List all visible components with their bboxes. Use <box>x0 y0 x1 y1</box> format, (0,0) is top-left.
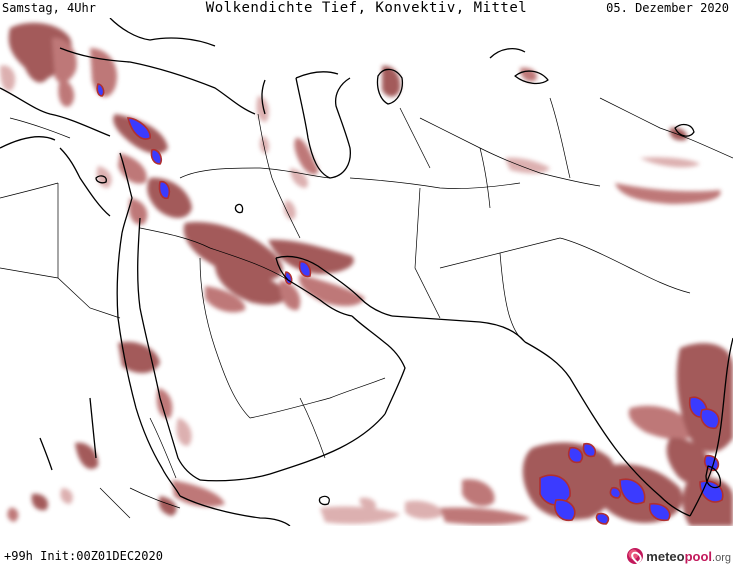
meteopool-logo[interactable]: meteopool.org <box>627 546 731 566</box>
country-borders <box>0 97 733 519</box>
meteopool-logo-text: meteopool.org <box>646 548 731 564</box>
map-title: Wolkendichte Tief, Konvektiv, Mittel <box>205 0 528 16</box>
cloud-layer <box>0 22 733 526</box>
meteopool-logo-icon <box>627 548 644 564</box>
forecast-date-label: 05. Dezember 2020 <box>606 1 729 15</box>
coastlines <box>0 18 733 526</box>
forecast-time-label: Samstag, 4Uhr <box>2 1 96 15</box>
init-time-label: +99h Init:00Z01DEC2020 <box>4 549 163 563</box>
convective-cores <box>96 83 724 525</box>
cloud-density-map <box>0 18 733 526</box>
